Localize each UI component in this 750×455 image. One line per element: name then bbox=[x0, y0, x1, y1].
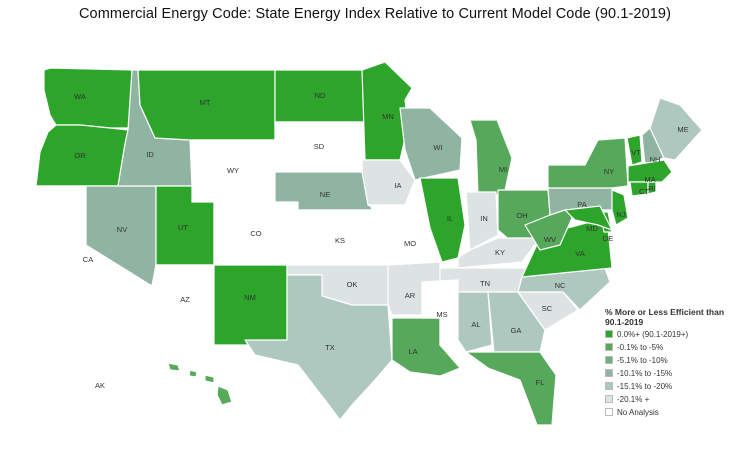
state-label-ok: OK bbox=[347, 280, 358, 289]
legend-title: % More or Less Efficient than 90.1-2019 bbox=[605, 307, 725, 327]
state-label-md: MD bbox=[586, 224, 598, 233]
state-tx bbox=[244, 274, 393, 421]
state-label-ia: IA bbox=[394, 181, 401, 190]
legend: % More or Less Efficient than 90.1-2019 … bbox=[605, 307, 745, 418]
state-label-wv: WV bbox=[544, 235, 556, 244]
state-label-la: LA bbox=[408, 347, 417, 356]
state-label-ky: KY bbox=[495, 248, 505, 257]
legend-label: -15.1% to -20% bbox=[617, 381, 673, 391]
state-ak bbox=[61, 354, 131, 421]
legend-swatch bbox=[605, 382, 613, 390]
state-ga bbox=[487, 291, 546, 353]
legend-swatch bbox=[605, 356, 613, 364]
state-label-nd: ND bbox=[315, 91, 326, 100]
state-label-ny: NY bbox=[604, 167, 614, 176]
state-hi bbox=[167, 362, 233, 406]
state-wa bbox=[43, 67, 133, 129]
state-label-ca: CA bbox=[83, 255, 93, 264]
state-label-me: ME bbox=[677, 125, 688, 134]
state-label-nm: NM bbox=[244, 293, 256, 302]
legend-swatch bbox=[605, 369, 613, 377]
legend-item: -10.1% to -15% bbox=[605, 367, 745, 379]
legend-label: 0.0%+ (90.1-2019+) bbox=[617, 329, 689, 339]
state-me bbox=[649, 97, 703, 161]
state-label-ma: MA bbox=[644, 175, 655, 184]
state-label-nc: NC bbox=[555, 281, 566, 290]
legend-item: -20.1% + bbox=[605, 393, 745, 405]
state-label-de: DE bbox=[603, 234, 613, 243]
state-label-ak: AK bbox=[95, 381, 105, 390]
legend-swatch bbox=[605, 343, 613, 351]
legend-item: No Analysis bbox=[605, 406, 745, 418]
state-label-ri: RI bbox=[648, 184, 656, 193]
legend-label: -5.1% to -10% bbox=[617, 355, 668, 365]
legend-label: No Analysis bbox=[617, 407, 659, 417]
state-ny bbox=[547, 137, 629, 189]
state-label-mt: MT bbox=[200, 98, 211, 107]
state-label-oh: OH bbox=[516, 211, 527, 220]
state-wi bbox=[399, 107, 463, 181]
legend-label: -20.1% + bbox=[617, 394, 650, 404]
state-ri bbox=[647, 181, 657, 195]
state-ma bbox=[627, 159, 673, 183]
state-label-mo: MO bbox=[404, 239, 416, 248]
legend-swatch bbox=[605, 395, 613, 403]
legend-swatch bbox=[605, 330, 613, 338]
legend-item: -0.1% to -5% bbox=[605, 341, 745, 353]
state-label-vt: VT bbox=[631, 148, 641, 157]
state-label-nj: NJ bbox=[616, 210, 625, 219]
legend-item: -5.1% to -10% bbox=[605, 354, 745, 366]
state-label-pa: PA bbox=[577, 200, 586, 209]
state-md bbox=[564, 205, 613, 231]
state-label-tx: TX bbox=[325, 343, 335, 352]
state-label-ar: AR bbox=[405, 291, 416, 300]
state-label-wi: WI bbox=[433, 143, 442, 152]
state-label-ut: UT bbox=[178, 223, 188, 232]
state-vt bbox=[626, 134, 643, 166]
legend-item: 0.0%+ (90.1-2019+) bbox=[605, 328, 745, 340]
state-label-va: VA bbox=[575, 249, 584, 258]
state-nj bbox=[611, 189, 629, 226]
state-ia bbox=[361, 159, 416, 206]
legend-item: -15.1% to -20% bbox=[605, 380, 745, 392]
state-label-co: CO bbox=[250, 229, 261, 238]
state-label-mn: MN bbox=[382, 112, 394, 121]
state-label-nv: NV bbox=[117, 225, 127, 234]
state-label-ga: GA bbox=[511, 326, 522, 335]
state-label-wy: WY bbox=[227, 166, 239, 175]
state-label-nh: NH bbox=[650, 155, 661, 164]
state-label-mi: MI bbox=[499, 165, 507, 174]
state-az bbox=[149, 264, 215, 346]
state-label-sc: SC bbox=[542, 304, 553, 313]
legend-swatch bbox=[605, 408, 613, 416]
legend-label: -0.1% to -5% bbox=[617, 342, 664, 352]
legend-label: -10.1% to -15% bbox=[617, 368, 673, 378]
state-label-ms: MS bbox=[436, 310, 447, 319]
state-label-az: AZ bbox=[180, 295, 190, 304]
state-al bbox=[457, 291, 493, 353]
state-label-or: OR bbox=[74, 151, 86, 160]
map-title: Commercial Energy Code: State Energy Ind… bbox=[78, 6, 671, 22]
state-label-il: IL bbox=[447, 214, 453, 223]
state-in bbox=[465, 191, 499, 251]
state-label-sd: SD bbox=[314, 142, 325, 151]
state-label-ne: NE bbox=[320, 190, 330, 199]
state-label-tn: TN bbox=[480, 279, 490, 288]
state-label-ct: CT bbox=[639, 187, 649, 196]
state-label-al: AL bbox=[471, 320, 480, 329]
state-label-wa: WA bbox=[74, 92, 86, 101]
state-ms bbox=[421, 279, 459, 346]
state-label-in: IN bbox=[480, 214, 488, 223]
state-fl bbox=[465, 351, 557, 426]
state-label-ks: KS bbox=[335, 236, 345, 245]
state-nm bbox=[213, 264, 288, 346]
state-label-fl: FL bbox=[536, 378, 545, 387]
state-label-id: ID bbox=[146, 150, 154, 159]
state-mi bbox=[469, 119, 513, 196]
